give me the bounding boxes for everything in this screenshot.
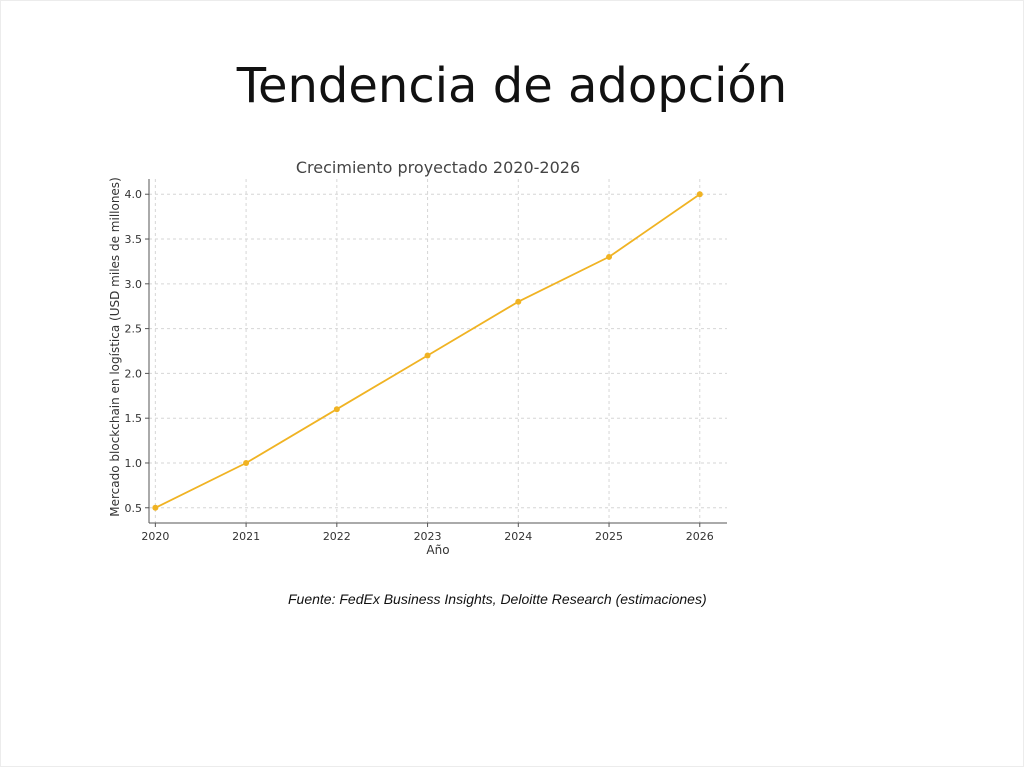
x-tick-label: 2020 bbox=[141, 530, 169, 543]
data-point bbox=[424, 352, 431, 359]
y-tick-label: 1.0 bbox=[125, 457, 143, 470]
y-tick-label: 4.0 bbox=[125, 188, 143, 201]
y-tick-label: 0.5 bbox=[125, 502, 143, 515]
x-axis-label: Año bbox=[426, 543, 449, 557]
data-point bbox=[152, 504, 159, 511]
y-tick-label: 1.5 bbox=[125, 412, 143, 425]
y-tick-label: 3.5 bbox=[125, 233, 143, 246]
data-point bbox=[243, 459, 250, 466]
y-tick-label: 2.5 bbox=[125, 323, 143, 336]
slide-title: Tendencia de adopción bbox=[236, 58, 788, 114]
y-tick-label: 2.0 bbox=[125, 367, 143, 380]
x-tick-label: 2025 bbox=[595, 530, 623, 543]
data-point bbox=[606, 253, 613, 260]
source-note: Fuente: FedEx Business Insights, Deloitt… bbox=[288, 591, 707, 607]
data-point bbox=[515, 298, 522, 305]
data-point bbox=[333, 406, 340, 413]
x-tick-label: 2023 bbox=[414, 530, 442, 543]
data-point bbox=[696, 191, 703, 198]
y-axis-label: Mercado blockchain en logística (USD mil… bbox=[108, 177, 122, 516]
x-tick-label: 2026 bbox=[686, 530, 714, 543]
x-tick-label: 2022 bbox=[323, 530, 351, 543]
x-tick-label: 2024 bbox=[504, 530, 532, 543]
x-tick-label: 2021 bbox=[232, 530, 260, 543]
y-tick-label: 3.0 bbox=[125, 278, 143, 291]
chart-title: Crecimiento proyectado 2020-2026 bbox=[296, 158, 580, 177]
plot-area: 0.5 1.0 1.5 2.0 2.5 3.0 3.5 4.0 2020 2021 2022 2023… bbox=[125, 179, 727, 543]
line-chart: Crecimiento proyectado 2020-2026 Mercado… bbox=[108, 158, 727, 557]
